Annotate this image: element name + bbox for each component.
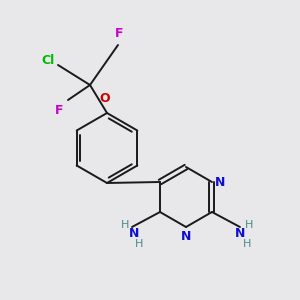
Text: O: O [99,92,110,106]
Text: H: H [245,220,253,230]
Text: H: H [121,220,129,230]
Text: H: H [135,239,143,249]
Text: N: N [129,227,139,240]
Text: N: N [215,176,225,188]
Text: F: F [55,104,63,117]
Text: N: N [181,230,191,243]
Text: Cl: Cl [42,55,55,68]
Text: N: N [235,227,245,240]
Text: F: F [115,27,123,40]
Text: H: H [243,239,251,249]
